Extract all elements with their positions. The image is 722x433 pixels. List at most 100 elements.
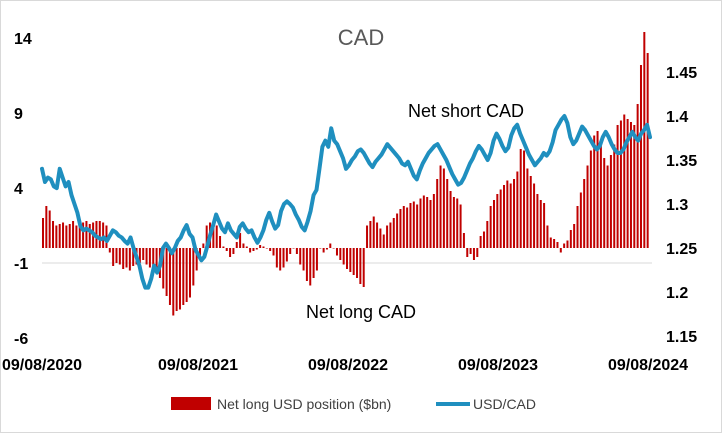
bar [426,197,429,248]
bar [178,248,181,310]
bar [172,248,175,316]
bar [616,125,619,248]
bar [299,248,302,265]
bar [108,248,111,253]
bar [466,248,469,257]
bar [613,144,616,248]
bar [396,213,399,248]
bar [232,248,235,254]
bar [148,248,151,268]
bar [549,237,552,248]
bar [78,224,81,248]
bar [636,104,639,248]
bar [309,248,312,286]
x-axis: 09/08/2020 09/08/2021 09/08/2022 09/08/2023… [2,357,688,374]
bar [346,248,348,269]
bar [492,200,495,248]
bar [382,234,385,248]
bar [432,194,435,248]
bar [155,248,158,272]
bar [65,225,68,248]
legend-bar-swatch [171,397,211,410]
bar [412,201,415,248]
bar [255,248,258,250]
bar [576,206,579,248]
bar [583,179,586,248]
bar [68,224,71,248]
x-tick-label: 09/08/2021 [158,357,238,374]
bar [449,191,452,248]
bar [229,248,232,257]
bar [265,248,268,249]
bar [282,248,285,268]
right-tick-label: 1.45 [666,65,697,82]
bar [422,195,425,248]
bar [482,231,485,248]
bar [55,225,58,248]
bar [543,203,546,248]
bar [573,224,576,248]
bar [446,179,449,248]
bar [199,248,202,256]
bar [429,200,432,248]
bar [386,225,389,248]
bar [275,248,278,268]
bar [589,150,592,248]
bar [52,221,55,248]
bar [329,243,332,248]
bar [192,248,195,286]
bar [513,179,516,248]
bar [72,221,75,248]
bar [339,248,342,260]
bar [269,248,272,251]
x-tick-label: 09/08/2024 [608,357,688,374]
bar [115,248,118,263]
bar [165,248,168,296]
bar [185,248,188,302]
bar [646,53,649,248]
bar [212,224,215,248]
bar [553,239,556,248]
bar [436,179,439,248]
bar [402,206,405,248]
bar [516,171,519,248]
bar [349,248,352,272]
left-axis: 14 9 4 -1 -6 [14,31,32,348]
bar [325,248,328,250]
left-tick-label: -1 [14,256,28,273]
bar [569,230,572,248]
bar [225,248,228,251]
bar [112,248,115,266]
bar [529,176,532,248]
bar-series [42,32,649,316]
x-tick-label: 09/08/2020 [2,357,82,374]
legend-bar-label: Net long USD position ($bn) [217,396,391,412]
bar [476,248,479,257]
bar [285,248,288,262]
bar [118,248,121,265]
bar [523,150,526,248]
bar [603,158,606,248]
annotation-net-short: Net short CAD [408,101,524,121]
bar [452,197,455,248]
bar [205,225,208,248]
bar [579,192,582,248]
right-tick-label: 1.35 [666,153,697,170]
bar [58,224,61,248]
bar [142,248,145,260]
bar [312,248,315,278]
bar [376,222,379,248]
bar [182,248,185,305]
bar [48,210,51,248]
right-tick-label: 1.3 [666,197,688,214]
bar [609,155,612,248]
bar [302,248,305,271]
bar [356,248,359,278]
bar [242,243,245,248]
bar [88,224,91,248]
bar [249,248,252,253]
bar [305,248,308,281]
bar [379,228,382,248]
left-tick-label: 14 [14,31,32,48]
